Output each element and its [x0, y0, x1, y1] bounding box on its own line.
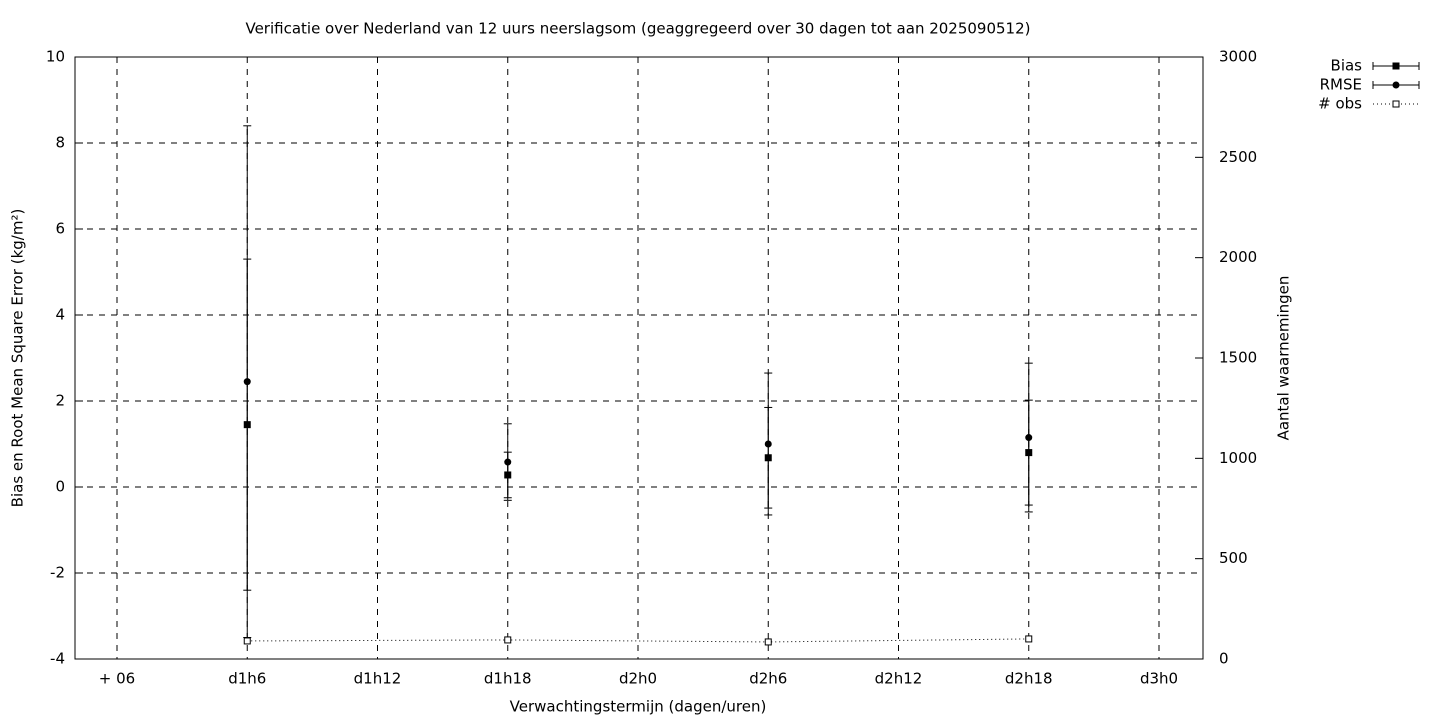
- y-tick-label: -4: [50, 650, 65, 668]
- x-tick-label: d2h12: [875, 670, 923, 688]
- legend-marker: [1392, 81, 1400, 89]
- x-tick-label: d1h6: [228, 670, 266, 688]
- y2-tick-label: 1000: [1219, 449, 1257, 467]
- y2-axis-label: Aantal waarnemingen: [1275, 276, 1293, 441]
- x-tick-label: d3h0: [1140, 670, 1178, 688]
- point: [764, 638, 772, 646]
- y2-tick-label: 2500: [1219, 148, 1257, 166]
- legend-marker: [1392, 100, 1400, 108]
- y2-tick-label: 500: [1219, 549, 1248, 567]
- chart-title: Verificatie over Nederland van 12 uurs n…: [245, 20, 1030, 38]
- obs-line: [247, 638, 1029, 643]
- point: [504, 458, 512, 466]
- y-tick-label: 8: [55, 134, 65, 152]
- x-tick-label: d2h6: [749, 670, 787, 688]
- x-axis-label: Verwachtingstermijn (dagen/uren): [510, 698, 767, 716]
- y-tick-label: 10: [46, 48, 65, 66]
- legend-marker: [1392, 62, 1400, 70]
- x-tick-label: + 06: [99, 670, 135, 688]
- y-axis-label: Bias en Root Mean Square Error (kg/m²): [9, 209, 27, 508]
- point: [1025, 434, 1033, 442]
- y-tick-label: 4: [55, 306, 65, 324]
- plot-frame: [74, 56, 1204, 660]
- y2-tick-label: 1500: [1219, 349, 1257, 367]
- y-tick-label: 2: [55, 392, 65, 410]
- point: [504, 636, 512, 644]
- x-tick-label: d1h18: [484, 670, 532, 688]
- point: [764, 440, 772, 448]
- y2-tick-label: 0: [1219, 650, 1229, 668]
- legend-label: Bias: [1331, 57, 1363, 75]
- x-tick-label: d1h12: [354, 670, 402, 688]
- y-tick-label: 0: [55, 478, 65, 496]
- y2-tick-label: 3000: [1219, 48, 1257, 66]
- legend-label: RMSE: [1320, 76, 1362, 94]
- point: [1025, 635, 1033, 643]
- point: [243, 378, 251, 386]
- y2-tick-label: 2000: [1219, 248, 1257, 266]
- y-tick-label: 6: [55, 220, 65, 238]
- point: [243, 637, 251, 645]
- legend-label: # obs: [1318, 95, 1362, 113]
- x-tick-label: d2h0: [619, 670, 657, 688]
- x-tick-label: d2h18: [1005, 670, 1053, 688]
- y-tick-label: -2: [50, 564, 65, 582]
